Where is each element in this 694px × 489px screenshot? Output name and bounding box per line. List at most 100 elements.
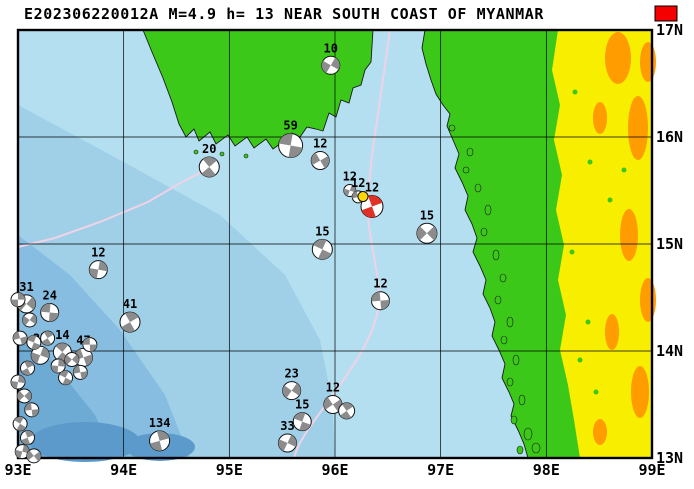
beachball-quadrants (59, 370, 72, 385)
focal-mechanism (12, 416, 28, 432)
island (448, 124, 456, 132)
focal-mechanism: 10 (321, 41, 341, 75)
focal-mechanism (20, 430, 36, 446)
focal-mechanism (64, 352, 80, 368)
beachball-quadrants (31, 346, 50, 364)
lat-axis-labels: 17N 16N 15N 14N 13N (656, 21, 683, 467)
event-depth-label: 12 (343, 170, 357, 184)
beachball-quadrants (82, 337, 97, 352)
island (518, 394, 526, 406)
island (523, 427, 533, 441)
focal-mechanism (16, 388, 32, 404)
beachball-quadrants (24, 402, 39, 417)
beachball-quadrants (41, 331, 54, 346)
beachball-quadrants (293, 412, 311, 431)
beachball-quadrants (323, 397, 342, 412)
graticule (18, 30, 652, 458)
lon-label: 98E (533, 461, 560, 479)
island (506, 377, 514, 387)
beachball-quadrants (311, 152, 330, 169)
focal-mechanism: 12 (323, 381, 343, 414)
lon-label: 97E (427, 461, 454, 479)
focal-mechanism (40, 330, 56, 346)
focal-mechanism (58, 370, 74, 386)
lat-label: 13N (656, 449, 683, 467)
island (474, 183, 482, 193)
island (193, 149, 199, 155)
focal-mechanism: 12 (88, 246, 108, 280)
event-depth-label: 23 (284, 367, 298, 381)
focal-mechanism (338, 402, 356, 420)
beachball-quadrants (22, 314, 37, 326)
beachball-quadrants (416, 226, 437, 241)
beachball-quadrants (40, 303, 59, 322)
beachball-quadrants (313, 239, 332, 260)
focal-mechanism (26, 448, 42, 464)
focal-mechanism: 15 (311, 224, 333, 260)
island (499, 273, 507, 283)
lat-label: 15N (656, 235, 683, 253)
island (466, 147, 474, 157)
island (516, 445, 524, 455)
focal-mechanism: 59 (278, 119, 304, 159)
beachball-quadrants (27, 335, 41, 350)
lon-axis-labels: 93E 94E 95E 96E 97E 98E 99E (4, 461, 665, 479)
island (531, 442, 541, 454)
focal-mechanism (82, 337, 98, 353)
event-depth-label: 15 (295, 398, 309, 412)
event-depth-label: 41 (123, 297, 137, 311)
map-title: E202306220012A M=4.9 h= 13 NEAR SOUTH CO… (24, 5, 544, 23)
corner-red-marker (654, 5, 678, 22)
island (506, 316, 514, 328)
event-depth-label: 12 (326, 381, 340, 395)
event-depth-label: 12 (373, 277, 387, 291)
beachball-quadrants (371, 291, 390, 310)
event-depth-label: 134 (149, 416, 171, 430)
lon-label: 99E (638, 461, 665, 479)
beachball-quadrants (14, 416, 27, 431)
island (484, 204, 492, 216)
focal-mechanism (12, 330, 28, 346)
beachball-quadrants (15, 444, 30, 459)
beachball-quadrants (121, 312, 139, 333)
lon-label: 93E (4, 461, 31, 479)
focal-mechanism (26, 334, 42, 350)
island (219, 151, 225, 157)
beachball-quadrants (201, 156, 217, 177)
plate-boundary-line (293, 29, 391, 459)
beachball-quadrants (89, 260, 108, 279)
event-depth-label: 31 (19, 280, 33, 294)
beachball-quadrants (278, 133, 303, 158)
island (494, 295, 502, 305)
beachball-quadrants (361, 195, 383, 218)
beachball-quadrants (11, 375, 25, 389)
event-depth-label: 59 (283, 119, 297, 133)
beachball-quadrants (13, 331, 28, 345)
lon-label: 94E (110, 461, 137, 479)
island (500, 335, 508, 345)
island (243, 153, 249, 159)
beachball-quadrants (278, 434, 297, 452)
focal-mechanism (50, 358, 66, 374)
focal-mechanism (24, 402, 40, 418)
beachball-quadrants (343, 184, 356, 197)
focal-mechanism (10, 292, 26, 308)
event-depth-label: 12 (351, 176, 365, 190)
focal-mechanism (22, 312, 38, 328)
lat-label: 14N (656, 342, 683, 360)
focal-mechanism: 24 (40, 288, 60, 322)
focal-mechanism (10, 374, 26, 390)
lat-label: 17N (656, 21, 683, 39)
event-depth-label: 33 (280, 419, 294, 433)
highland-valleys (567, 89, 627, 435)
beachball-quadrants (21, 430, 35, 445)
focal-mechanism: 20 (198, 142, 220, 178)
beachball-quadrants (17, 390, 32, 402)
event-depth-label: 15 (420, 208, 434, 222)
island (480, 227, 488, 237)
islands (193, 124, 541, 455)
beachball-quadrants (282, 383, 301, 398)
map-frame (16, 28, 654, 460)
